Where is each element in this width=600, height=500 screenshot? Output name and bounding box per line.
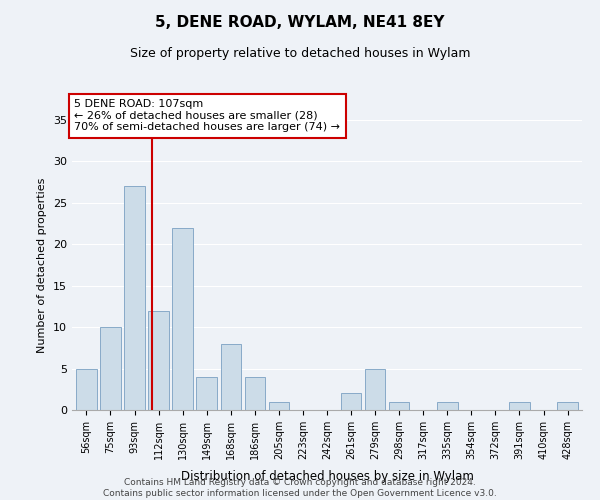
Bar <box>124 186 145 410</box>
Bar <box>148 310 169 410</box>
Bar <box>76 368 97 410</box>
Bar <box>437 402 458 410</box>
X-axis label: Distribution of detached houses by size in Wylam: Distribution of detached houses by size … <box>181 470 473 483</box>
Y-axis label: Number of detached properties: Number of detached properties <box>37 178 47 352</box>
Bar <box>341 394 361 410</box>
Bar <box>269 402 289 410</box>
Bar <box>196 377 217 410</box>
Text: Size of property relative to detached houses in Wylam: Size of property relative to detached ho… <box>130 48 470 60</box>
Bar <box>509 402 530 410</box>
Bar <box>365 368 385 410</box>
Bar <box>557 402 578 410</box>
Bar <box>221 344 241 410</box>
Bar <box>245 377 265 410</box>
Text: Contains HM Land Registry data © Crown copyright and database right 2024.
Contai: Contains HM Land Registry data © Crown c… <box>103 478 497 498</box>
Bar <box>100 327 121 410</box>
Bar <box>389 402 409 410</box>
Text: 5 DENE ROAD: 107sqm
← 26% of detached houses are smaller (28)
70% of semi-detach: 5 DENE ROAD: 107sqm ← 26% of detached ho… <box>74 100 340 132</box>
Bar <box>172 228 193 410</box>
Text: 5, DENE ROAD, WYLAM, NE41 8EY: 5, DENE ROAD, WYLAM, NE41 8EY <box>155 15 445 30</box>
